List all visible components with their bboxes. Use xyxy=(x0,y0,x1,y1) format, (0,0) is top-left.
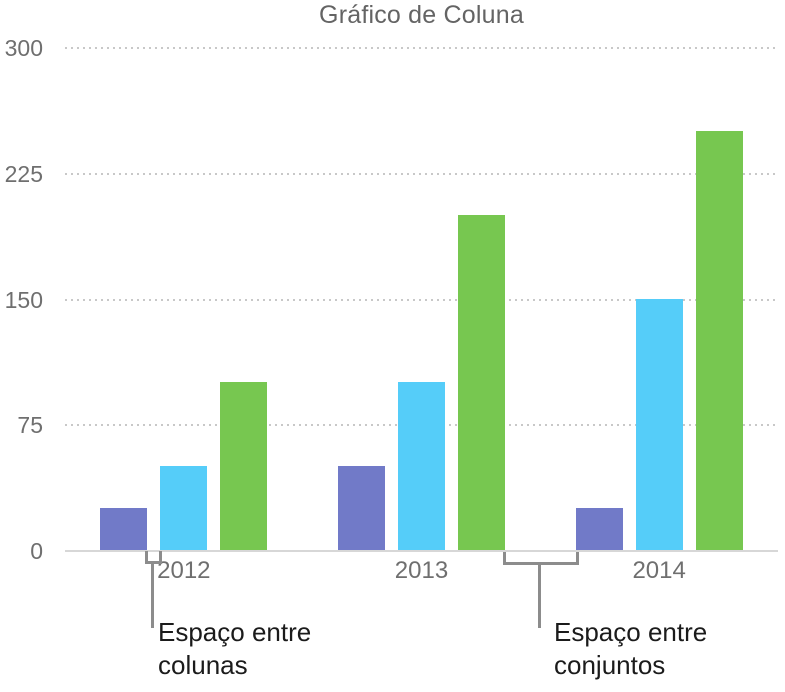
bar-2013-series-1 xyxy=(338,466,385,550)
y-tick-label-300: 300 xyxy=(4,35,43,61)
columns-gap-bracket-stem xyxy=(151,562,154,628)
bar-2014-series-2 xyxy=(635,298,683,550)
bar-2012-series-2 xyxy=(160,466,208,550)
y-tick-label-150: 150 xyxy=(4,286,43,313)
sets-gap-label-line2: conjuntos xyxy=(554,650,666,680)
columns-gap-label-line1: Espaço entre xyxy=(158,617,312,647)
y-gridline-150 xyxy=(65,298,778,301)
columns-gap-label-line2: colunas xyxy=(158,650,248,680)
bar-2014-series-3 xyxy=(695,130,743,550)
bar-2014-series-1 xyxy=(575,508,623,550)
sets-gap-label-line1: Espaço entre xyxy=(554,617,708,647)
sets-gap-bracket xyxy=(503,552,579,565)
y-gridline-225 xyxy=(65,172,778,175)
bar-2013-series-2 xyxy=(398,382,445,550)
y-tick-label-0: 0 xyxy=(30,538,43,564)
x-tick-label-2014: 2014 xyxy=(632,557,686,584)
y-tick-label-75: 75 xyxy=(17,412,43,439)
y-tick-label-225: 225 xyxy=(4,160,43,187)
y-gridline-300 xyxy=(65,47,778,49)
columns-gap-label: Espaço entre colunas xyxy=(158,616,311,682)
sets-gap-bracket-stem xyxy=(538,563,541,628)
bar-2012-series-1 xyxy=(100,508,148,550)
x-axis-line xyxy=(65,550,778,552)
sets-gap-label: Espaço entre conjuntos xyxy=(554,616,707,682)
x-tick-label-2013: 2013 xyxy=(394,557,449,584)
x-tick-label-2012: 2012 xyxy=(157,557,211,584)
bar-2013-series-3 xyxy=(458,214,505,550)
chart-title: Gráfico de Coluna xyxy=(319,1,524,29)
bar-2012-series-3 xyxy=(220,382,268,550)
